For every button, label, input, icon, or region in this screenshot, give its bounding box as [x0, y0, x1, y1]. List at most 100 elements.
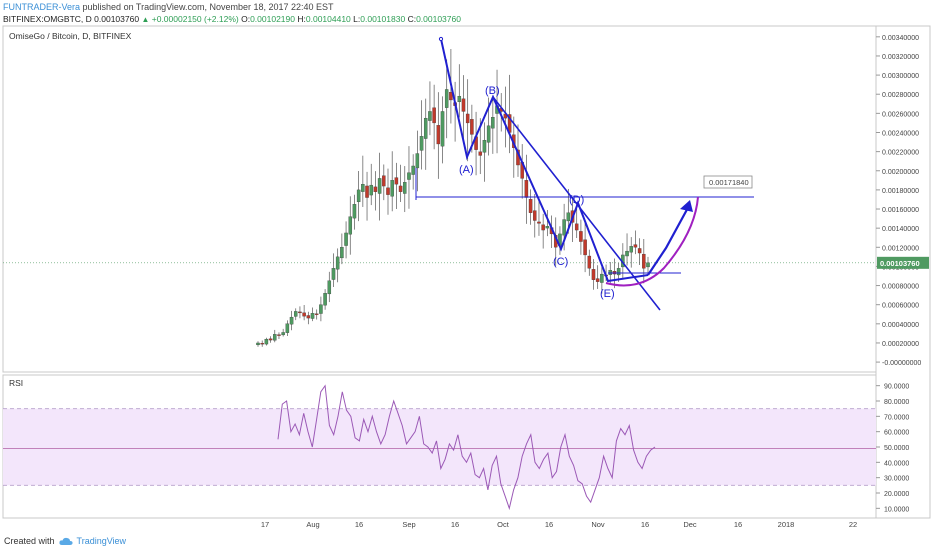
candle-body[interactable]	[340, 247, 344, 259]
candle-body[interactable]	[566, 212, 571, 222]
candle-body[interactable]	[377, 178, 382, 194]
candle-body[interactable]	[419, 136, 424, 151]
rsi-series-line[interactable]	[277, 384, 656, 511]
projection-arrowhead-icon	[680, 200, 693, 212]
candle-body[interactable]	[574, 223, 579, 231]
candle-body[interactable]	[361, 184, 365, 192]
time-axis-label: Dec	[683, 520, 697, 529]
candle-body[interactable]	[579, 231, 583, 242]
candle-body[interactable]	[562, 219, 566, 236]
candle-body[interactable]	[528, 199, 533, 213]
candle-body[interactable]	[470, 119, 474, 135]
candle-body[interactable]	[390, 180, 394, 197]
candle-body[interactable]	[327, 280, 332, 295]
candle-body[interactable]	[633, 244, 638, 248]
candle-body[interactable]	[256, 342, 260, 346]
candle-body[interactable]	[268, 338, 273, 341]
candle-body[interactable]	[524, 180, 529, 198]
up-triangle-icon: ▲	[141, 15, 150, 24]
candle-body[interactable]	[281, 332, 285, 336]
candle-body[interactable]	[335, 256, 340, 270]
cup-arc[interactable]	[605, 196, 699, 287]
candle-body[interactable]	[273, 334, 277, 341]
candle-body[interactable]	[331, 268, 336, 280]
candle-body[interactable]	[465, 113, 470, 124]
candle-body[interactable]	[537, 221, 541, 224]
candle-body[interactable]	[545, 226, 550, 229]
candle-body[interactable]	[285, 323, 290, 333]
candle-body[interactable]	[260, 342, 264, 345]
candle-body[interactable]	[398, 185, 403, 192]
candle-body[interactable]	[629, 246, 633, 253]
candle-body[interactable]	[323, 293, 327, 306]
candle-body[interactable]	[403, 182, 407, 194]
candle-body[interactable]	[616, 268, 621, 276]
candle-body[interactable]	[382, 175, 386, 187]
candle-body[interactable]	[306, 315, 311, 319]
candle-body[interactable]	[637, 248, 642, 254]
candle-body[interactable]	[348, 216, 353, 235]
candle-body[interactable]	[289, 316, 294, 325]
candle-body[interactable]	[595, 278, 600, 282]
candle-body[interactable]	[314, 313, 319, 315]
time-axis-label: 16	[451, 520, 459, 529]
projection-arrow-line[interactable]	[647, 203, 691, 276]
drawing-layer[interactable]: (A) (B) (C) (D) (E) 0.00171840	[415, 36, 754, 311]
publish-info: FUNTRADER-Vera published on TradingView.…	[3, 2, 334, 12]
candle-body[interactable]	[591, 269, 596, 280]
candle-body[interactable]	[298, 311, 302, 314]
candle-body[interactable]	[533, 210, 537, 221]
target-price-box[interactable]	[703, 175, 753, 189]
symbol-label: BITFINEX:OMGBTC, D	[3, 14, 92, 24]
candle-body[interactable]	[478, 151, 483, 156]
candle-body[interactable]	[264, 338, 269, 345]
price-axis-label: 0.00160000	[882, 207, 919, 214]
author-name[interactable]: FUNTRADER-Vera	[3, 2, 81, 12]
candle-body[interactable]	[394, 177, 399, 185]
candle-body[interactable]	[373, 186, 378, 192]
candle-body[interactable]	[302, 312, 306, 317]
price-axis-label: 0.00220000	[882, 150, 919, 157]
candle-body[interactable]	[449, 92, 453, 101]
tradingview-brand[interactable]: TradingView	[76, 536, 127, 546]
candle-body[interactable]	[407, 172, 411, 180]
candle-body[interactable]	[369, 184, 373, 196]
candle-body[interactable]	[642, 253, 646, 269]
candle-body[interactable]	[457, 95, 462, 103]
candle-body[interactable]	[415, 153, 420, 169]
candle-body[interactable]	[436, 125, 441, 145]
candle-body[interactable]	[486, 125, 491, 143]
candle-body[interactable]	[310, 313, 315, 319]
wave-start-handle[interactable]	[438, 36, 444, 42]
candle-body[interactable]	[365, 185, 369, 198]
candle-body[interactable]	[352, 204, 357, 219]
candle-body[interactable]	[386, 187, 390, 195]
candle-body[interactable]	[491, 117, 495, 129]
candle-body[interactable]	[482, 139, 487, 153]
candle-body[interactable]	[608, 270, 613, 275]
candle-body[interactable]	[583, 239, 587, 256]
descending-trendline[interactable]	[492, 96, 661, 311]
time-axis-label: 17	[261, 520, 269, 529]
elliott-wave-path[interactable]	[440, 38, 649, 283]
candle-body[interactable]	[277, 334, 281, 336]
candle-body[interactable]	[600, 273, 604, 283]
candle-body[interactable]	[428, 111, 432, 121]
candle-body[interactable]	[461, 98, 466, 112]
candle-body[interactable]	[646, 262, 650, 268]
candle-body[interactable]	[432, 107, 436, 124]
candle-body[interactable]	[356, 189, 361, 203]
candle-body[interactable]	[319, 304, 323, 314]
candle-body[interactable]	[444, 89, 449, 108]
candle-body[interactable]	[344, 232, 348, 246]
candle-body[interactable]	[440, 111, 445, 147]
candle-body[interactable]	[423, 117, 428, 139]
time-axis-label: 16	[545, 520, 553, 529]
candle-body[interactable]	[293, 311, 298, 317]
candle-body[interactable]	[625, 250, 629, 257]
published-text: published on TradingView.com, November 1…	[82, 2, 334, 12]
candle-body[interactable]	[541, 224, 545, 231]
candle-body[interactable]	[587, 255, 592, 269]
candle-body[interactable]	[411, 165, 415, 175]
